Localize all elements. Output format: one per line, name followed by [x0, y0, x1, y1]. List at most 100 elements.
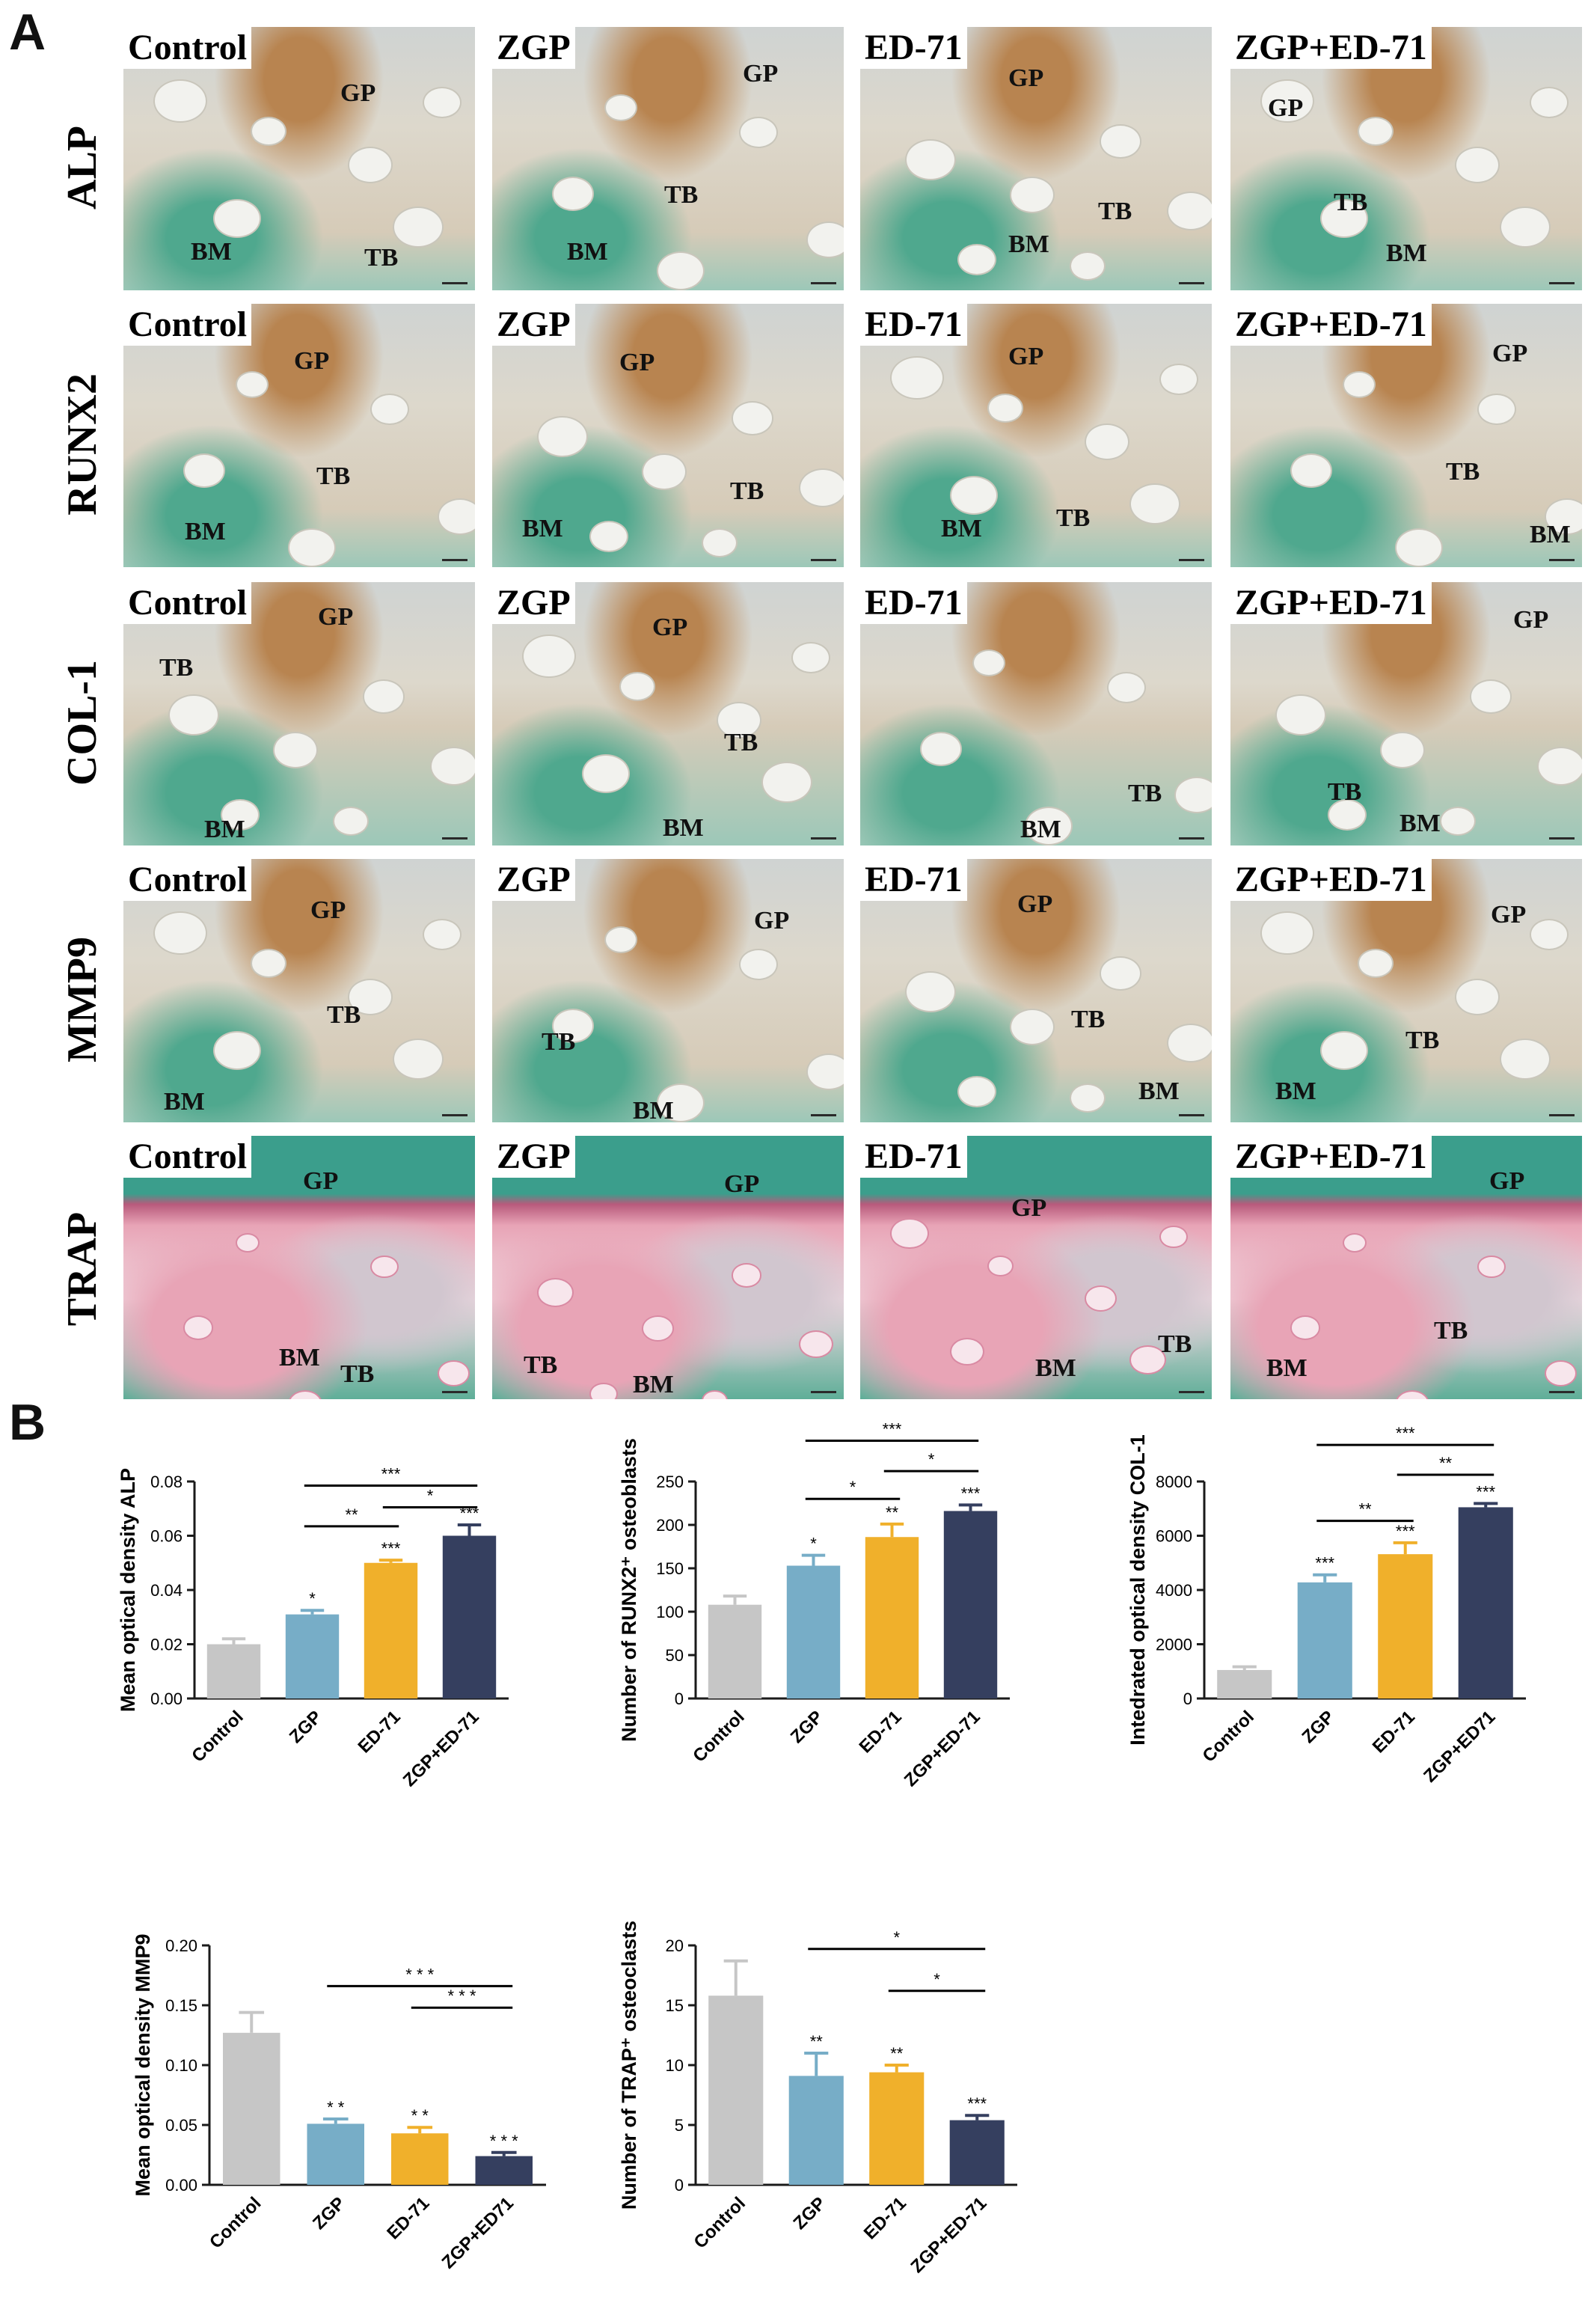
row-label-alp: ALP	[59, 126, 105, 210]
region-label-bm: BM	[1020, 816, 1061, 843]
y-tick-label: 0.20	[165, 1936, 197, 1955]
scale-bar	[811, 837, 836, 840]
y-tick-label: 5	[675, 2116, 684, 2135]
y-axis-label: Mean optical density ALP	[117, 1468, 139, 1712]
region-label-gp: GP	[303, 1167, 339, 1195]
bar-zgp-ed71	[475, 2156, 533, 2185]
group-label: Control	[123, 1136, 252, 1178]
group-label: ZGP+ED-71	[1230, 304, 1432, 346]
fat-vacuole	[1260, 79, 1314, 123]
fat-vacuole	[393, 207, 444, 248]
group-label: ED-71	[860, 1136, 967, 1178]
fat-vacuole	[153, 79, 207, 123]
region-label-tb: TB	[1434, 1317, 1468, 1345]
y-tick-label: 200	[656, 1516, 684, 1535]
y-tick-label: 2000	[1156, 1636, 1192, 1654]
fat-vacuole	[537, 416, 588, 458]
fat-vacuole	[1290, 1315, 1321, 1340]
region-label-gp: GP	[1008, 64, 1044, 92]
scale-bar	[811, 559, 836, 561]
fat-vacuole	[393, 1039, 444, 1080]
fat-vacuole	[251, 117, 286, 147]
group-label: ED-71	[860, 304, 967, 346]
significance-stars: * * *	[490, 2132, 518, 2150]
y-tick-label: 250	[656, 1473, 684, 1491]
fat-vacuole	[273, 732, 318, 768]
row-label-runx2: RUNX2	[59, 373, 105, 516]
group-label: ZGP+ED-71	[1230, 859, 1432, 901]
significance-stars: ***	[1396, 1522, 1415, 1541]
x-tick-label: Control	[690, 2193, 749, 2252]
group-label: Control	[123, 582, 252, 624]
y-tick-label: 20	[666, 1936, 684, 1955]
x-tick-label: ED-71	[860, 2193, 910, 2243]
bracket-label: *	[427, 1486, 434, 1505]
fat-vacuole	[288, 1390, 322, 1399]
region-label-bm: BM	[185, 518, 226, 545]
y-tick-label: 0.04	[150, 1581, 183, 1600]
fat-vacuole	[950, 476, 998, 515]
group-label: ZGP	[492, 304, 575, 346]
fat-vacuole	[552, 177, 594, 211]
fat-vacuole	[251, 949, 286, 979]
fat-vacuole	[589, 1383, 618, 1399]
group-label: ZGP+ED-71	[1230, 27, 1432, 69]
fat-vacuole	[604, 926, 637, 953]
fat-vacuole	[732, 401, 773, 435]
scale-bar	[1549, 1391, 1575, 1393]
fat-vacuole	[1530, 919, 1569, 951]
micrograph-mmp9-ed-71: ED-71 GP TB BM	[860, 859, 1212, 1122]
region-label-gp: GP	[1011, 1194, 1047, 1222]
fat-vacuole	[1395, 528, 1443, 567]
region-label-bm: BM	[1138, 1077, 1180, 1105]
region-label-gp: GP	[1489, 1167, 1525, 1195]
fat-vacuole	[1085, 1285, 1118, 1312]
region-label-gp: GP	[1491, 901, 1527, 929]
fat-vacuole	[957, 244, 996, 276]
region-label-tb: TB	[159, 654, 194, 682]
fat-vacuole	[236, 1233, 260, 1253]
x-tick-label: ZGP	[790, 2193, 830, 2233]
fat-vacuole	[1070, 1083, 1106, 1113]
fat-vacuole	[806, 221, 844, 258]
region-label-tb: TB	[1071, 1006, 1106, 1033]
fat-vacuole	[1343, 1233, 1367, 1253]
fat-vacuole	[1159, 1226, 1188, 1249]
scale-bar	[1549, 559, 1575, 561]
chart-alp: 0.00 0.02 0.04 0.06 0.08 Mean optical density…	[105, 1452, 554, 1826]
y-tick-label: 8000	[1156, 1473, 1192, 1491]
fat-vacuole	[438, 498, 475, 535]
scale-bar	[1549, 1114, 1575, 1116]
bracket-label: **	[1439, 1454, 1453, 1473]
micrograph-alp-control: Control GP BM TB	[123, 27, 475, 290]
x-tick-label: Control	[689, 1707, 748, 1766]
fat-vacuole	[213, 199, 261, 238]
group-label: Control	[123, 27, 252, 69]
bar-zgp-ed-71	[943, 1511, 998, 1698]
y-axis-label: Mean optical density MMP9	[132, 1933, 154, 2196]
bracket-label: ***	[1396, 1424, 1415, 1443]
micrograph-runx2-ed-71: ED-71 GP TB BM	[860, 304, 1212, 567]
significance-stars: * *	[327, 2098, 345, 2117]
bracket-label: * * *	[405, 1965, 434, 1984]
region-label-bm: BM	[1035, 1354, 1076, 1382]
chart-trap: 0 5 10 15 20 Number of TRAP⁺ osteoclasts Contr…	[613, 1915, 1062, 2320]
region-label-gp: GP	[1268, 94, 1304, 122]
y-tick-label: 100	[656, 1603, 684, 1621]
fat-vacuole	[905, 139, 956, 181]
region-label-bm: BM	[1275, 1077, 1316, 1105]
bar-control	[708, 1996, 764, 2185]
bar-control	[223, 2032, 280, 2185]
bar-control	[1217, 1669, 1272, 1698]
fat-vacuole	[153, 911, 207, 955]
scale-bar	[442, 1114, 467, 1116]
scale-bar	[1179, 559, 1204, 561]
fat-vacuole	[288, 528, 336, 567]
region-label-tb: TB	[542, 1028, 576, 1056]
group-label: ZGP	[492, 1136, 575, 1178]
x-tick-label: ZGP+ED-71	[901, 1707, 984, 1791]
fat-vacuole	[1358, 117, 1394, 147]
region-label-bm: BM	[279, 1344, 320, 1372]
fat-vacuole	[1500, 207, 1551, 248]
region-label-bm: BM	[522, 515, 563, 542]
